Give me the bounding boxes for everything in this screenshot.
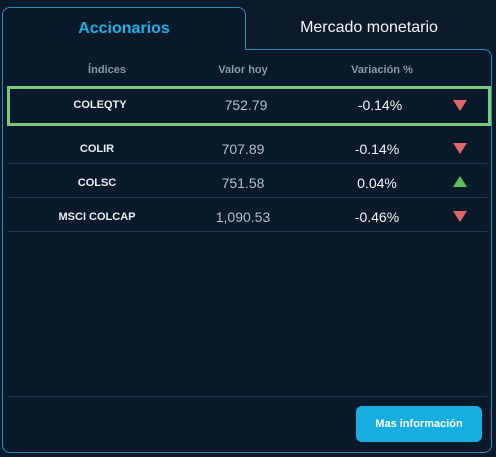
table-header: Índices Valor hoy Variación % <box>3 50 491 88</box>
down-arrow-icon <box>453 100 467 111</box>
up-arrow-icon <box>453 176 467 187</box>
table-row[interactable]: COLEQTY 752.79 -0.14% <box>7 86 491 126</box>
header-indices: Índices <box>88 64 126 76</box>
row-variation: -0.14% <box>357 97 403 113</box>
footer-divider <box>7 396 487 397</box>
indices-panel: Índices Valor hoy Variación % COLEQTY 75… <box>2 49 492 453</box>
row-value: 707.89 <box>221 141 265 157</box>
row-variation: -0.46% <box>354 209 400 225</box>
down-arrow-icon <box>453 143 467 154</box>
table-row[interactable]: MSCI COLCAP 1,090.53 -0.46% <box>7 198 487 232</box>
header-variacion: Variación % <box>351 64 413 76</box>
row-variation: 0.04% <box>357 175 397 191</box>
header-valor-hoy: Valor hoy <box>218 64 268 76</box>
tab-mercado-monetario[interactable]: Mercado monetario <box>300 19 438 36</box>
table-row[interactable]: COLIR 707.89 -0.14% <box>7 130 487 164</box>
down-arrow-icon <box>453 211 467 222</box>
row-index-name: COLEQTY <box>73 99 127 111</box>
more-info-button[interactable]: Mas información <box>356 406 482 442</box>
tab-accionarios[interactable]: Accionarios <box>2 7 246 50</box>
tab-bar: Accionarios Mercado monetario <box>2 7 492 50</box>
row-variation: -0.14% <box>354 141 400 157</box>
row-value: 751.58 <box>221 175 265 191</box>
market-widget: Accionarios Mercado monetario Índices Va… <box>2 7 492 453</box>
table-row[interactable]: COLSC 751.58 0.04% <box>7 164 487 198</box>
row-index-name: COLSC <box>77 177 117 189</box>
row-index-name: COLIR <box>79 143 115 155</box>
row-value: 752.79 <box>224 97 268 113</box>
row-value: 1,090.53 <box>215 209 271 225</box>
row-index-name: MSCI COLCAP <box>58 211 136 223</box>
